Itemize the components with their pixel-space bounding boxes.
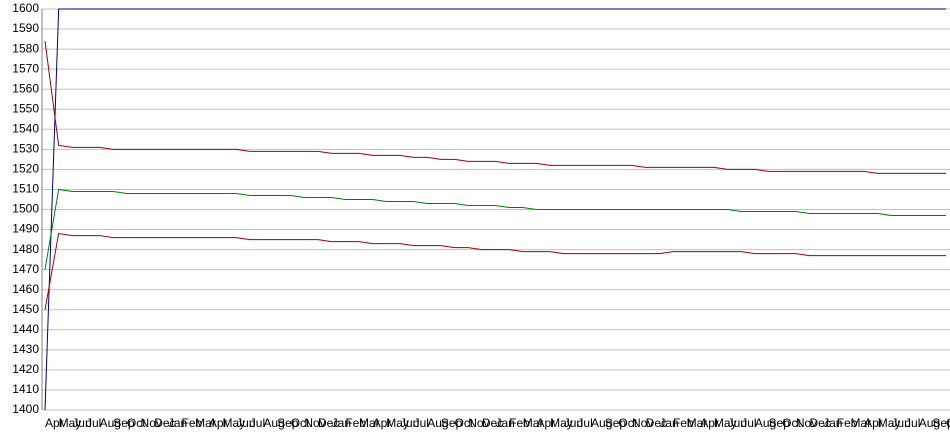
- x-tick-label: Jul: [577, 416, 592, 430]
- x-tick-label: May: [386, 416, 409, 430]
- series-line: [44, 41, 946, 174]
- x-tick-label: Oct: [618, 416, 637, 430]
- x-tick-label: Apr: [373, 416, 392, 430]
- y-tick-label: 1400: [12, 402, 39, 416]
- y-tick-label: 1510: [12, 182, 39, 196]
- x-tick-label: Apr: [209, 416, 228, 430]
- y-tick-label: 1470: [12, 262, 39, 276]
- x-tick-label: Sep: [113, 416, 135, 430]
- x-tick-label: Mar: [850, 416, 871, 430]
- x-tick-label: Jul: [86, 416, 101, 430]
- x-tick-label: Jul: [414, 416, 429, 430]
- x-tick-label: Nov: [796, 416, 817, 430]
- x-tick-label: May: [59, 416, 82, 430]
- x-tick-label: Feb: [509, 416, 530, 430]
- x-tick-label: Nov: [632, 416, 653, 430]
- x-tick-label: Jul: [741, 416, 756, 430]
- x-tick-label: May: [878, 416, 901, 430]
- x-tick-label: Jan: [823, 416, 842, 430]
- series-line: [44, 8, 946, 411]
- x-tick-label: Oct: [455, 416, 474, 430]
- x-tick-label: Jul: [905, 416, 920, 430]
- x-tick-label: Aug: [263, 416, 284, 430]
- x-tick-label: Mar: [523, 416, 544, 430]
- x-tick-label: May: [714, 416, 737, 430]
- y-tick-label: 1520: [12, 162, 39, 176]
- x-tick-label: Jun: [72, 416, 91, 430]
- x-tick-label: Nov: [468, 416, 489, 430]
- y-tick-label: 1450: [12, 302, 39, 316]
- x-tick-label: Sep: [277, 416, 299, 430]
- x-tick-label: Nov: [304, 416, 325, 430]
- x-tick-label: Dec: [318, 416, 339, 430]
- x-tick-label: Feb: [182, 416, 203, 430]
- x-tick-label: Jan: [496, 416, 515, 430]
- x-tick-label: Jun: [564, 416, 583, 430]
- x-tick-label: Sep: [605, 416, 627, 430]
- series-line: [44, 188, 946, 270]
- x-tick-label: Oct: [291, 416, 310, 430]
- x-tick-label: Feb: [673, 416, 694, 430]
- x-tick-label: Apr: [536, 416, 555, 430]
- y-tick-label: 1570: [12, 61, 39, 75]
- x-tick-label: Feb: [345, 416, 366, 430]
- y-tick-label: 1480: [12, 242, 39, 256]
- x-tick-label: Jun: [891, 416, 910, 430]
- x-tick-label: Dec: [154, 416, 175, 430]
- y-tick-label: 1440: [12, 322, 39, 336]
- x-tick-label: May: [550, 416, 573, 430]
- x-tick-label: Aug: [427, 416, 448, 430]
- x-tick-label: May: [222, 416, 245, 430]
- x-tick-label: Sep: [441, 416, 463, 430]
- x-tick-label: Feb: [837, 416, 858, 430]
- x-tick-label: Sep: [932, 416, 950, 430]
- y-tick-label: 1460: [12, 282, 39, 296]
- x-tick-label: Jun: [236, 416, 255, 430]
- x-tick-label: Aug: [100, 416, 121, 430]
- y-tick-label: 1580: [12, 41, 39, 55]
- x-tick-label: Dec: [809, 416, 830, 430]
- x-tick-label: Apr: [864, 416, 883, 430]
- x-tick-label: Oct: [782, 416, 801, 430]
- x-tick-label: Dec: [646, 416, 667, 430]
- x-tick-label: Mar: [195, 416, 216, 430]
- x-tick-label: Oct: [946, 416, 950, 430]
- x-tick-label: Sep: [769, 416, 791, 430]
- y-tick-label: 1430: [12, 342, 39, 356]
- x-tick-label: Apr: [45, 416, 64, 430]
- series-line: [44, 232, 946, 310]
- x-tick-label: Aug: [755, 416, 776, 430]
- x-tick-label: Mar: [687, 416, 708, 430]
- x-tick-label: Jan: [168, 416, 187, 430]
- x-tick-label: Jun: [728, 416, 747, 430]
- x-tick-label: Mar: [359, 416, 380, 430]
- y-tick-label: 1410: [12, 382, 39, 396]
- y-tick-label: 1420: [12, 362, 39, 376]
- x-tick-label: Jan: [659, 416, 678, 430]
- x-tick-label: Dec: [482, 416, 503, 430]
- y-tick-label: 1490: [12, 222, 39, 236]
- y-tick-label: 1540: [12, 121, 39, 135]
- y-tick-label: 1550: [12, 101, 39, 115]
- y-tick-label: 1530: [12, 142, 39, 156]
- x-tick-label: Aug: [591, 416, 612, 430]
- y-tick-label: 1590: [12, 21, 39, 35]
- y-tick-label: 1500: [12, 202, 39, 216]
- x-tick-label: Aug: [919, 416, 940, 430]
- y-tick-label: 1560: [12, 81, 39, 95]
- x-tick-label: Oct: [127, 416, 146, 430]
- x-tick-label: Apr: [700, 416, 719, 430]
- x-tick-label: Jan: [332, 416, 351, 430]
- x-tick-label: Jul: [250, 416, 265, 430]
- y-tick-label: 1600: [12, 1, 39, 15]
- x-tick-label: Jun: [400, 416, 419, 430]
- x-tick-label: Nov: [141, 416, 162, 430]
